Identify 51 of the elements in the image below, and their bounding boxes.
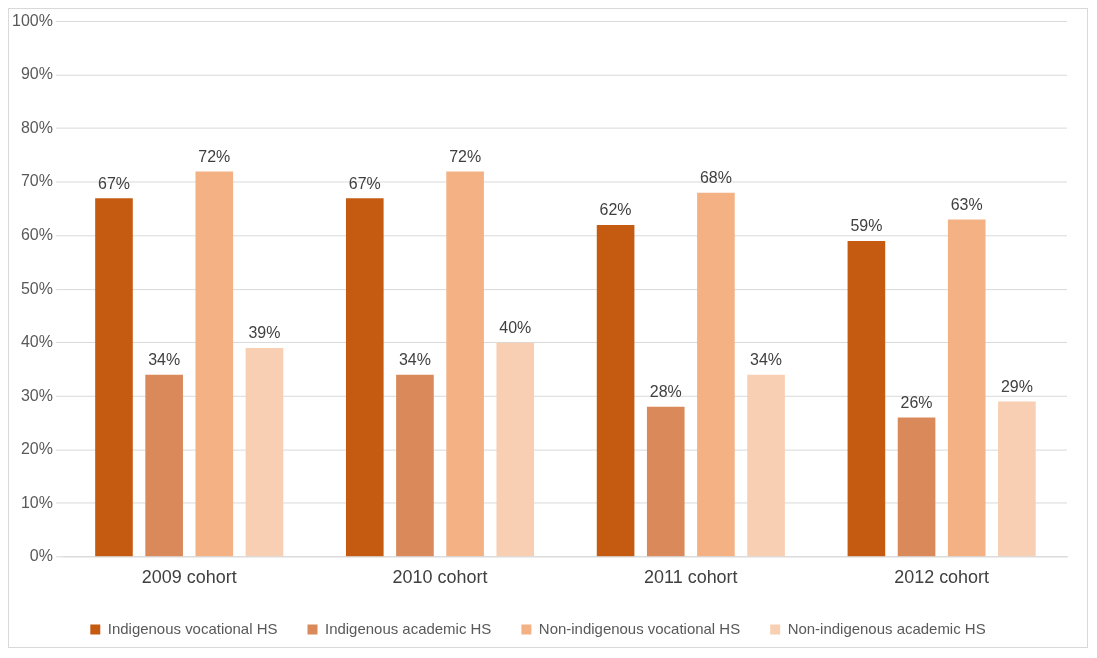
y-tick-label: 80%	[20, 118, 53, 136]
y-tick-label: 100%	[12, 11, 53, 29]
y-tick-label: 50%	[20, 279, 53, 297]
data-label: 59%	[850, 217, 883, 235]
data-label: 34%	[398, 351, 431, 369]
y-tick-label: 40%	[20, 333, 53, 351]
bar	[95, 198, 133, 557]
bar	[496, 342, 535, 557]
y-tick-label: 10%	[20, 493, 53, 511]
y-tick-label: 30%	[20, 386, 53, 404]
bar	[195, 171, 234, 557]
y-tick-label: 20%	[20, 440, 53, 458]
bar	[697, 192, 735, 557]
data-label: 34%	[148, 351, 181, 369]
legend-label: Indigenous academic HS	[324, 619, 492, 637]
data-label: 68%	[699, 169, 732, 187]
legend-label: Non-indigenous vocational HS	[538, 619, 741, 637]
bar	[747, 374, 785, 557]
y-tick-label: 0%	[29, 547, 53, 565]
data-label: 34%	[750, 351, 783, 369]
bar	[396, 374, 434, 557]
y-tick-label: 70%	[20, 172, 53, 190]
data-label: 72%	[449, 147, 482, 165]
data-label: 26%	[900, 394, 933, 411]
bar	[646, 406, 685, 557]
x-tick-label: 2011 cohort	[644, 567, 738, 588]
legend-label: Indigenous vocational HS	[107, 619, 278, 637]
data-label: 29%	[1000, 377, 1033, 395]
bar	[847, 240, 886, 557]
bar	[145, 374, 183, 557]
x-tick-label: 2010 cohort	[392, 567, 488, 588]
data-label: 62%	[599, 201, 632, 219]
data-label: 63%	[950, 196, 983, 213]
data-label: 39%	[248, 324, 281, 342]
bar	[998, 401, 1036, 557]
x-tick-label: 2009 cohort	[141, 567, 237, 588]
bar	[947, 219, 986, 557]
legend-label: Non-indigenous academic HS	[787, 619, 986, 637]
data-label: 40%	[499, 319, 532, 337]
bar	[897, 417, 936, 557]
x-tick-label: 2012 cohort	[894, 567, 990, 588]
bar	[345, 198, 384, 557]
data-label: 28%	[649, 383, 682, 401]
data-label: 72%	[198, 147, 231, 165]
data-label: 67%	[98, 174, 130, 192]
y-tick-label: 60%	[20, 226, 53, 243]
data-label: 67%	[348, 174, 381, 192]
bar	[446, 171, 484, 557]
bar	[596, 224, 635, 557]
bar	[245, 347, 284, 557]
y-tick-label: 90%	[20, 65, 53, 83]
